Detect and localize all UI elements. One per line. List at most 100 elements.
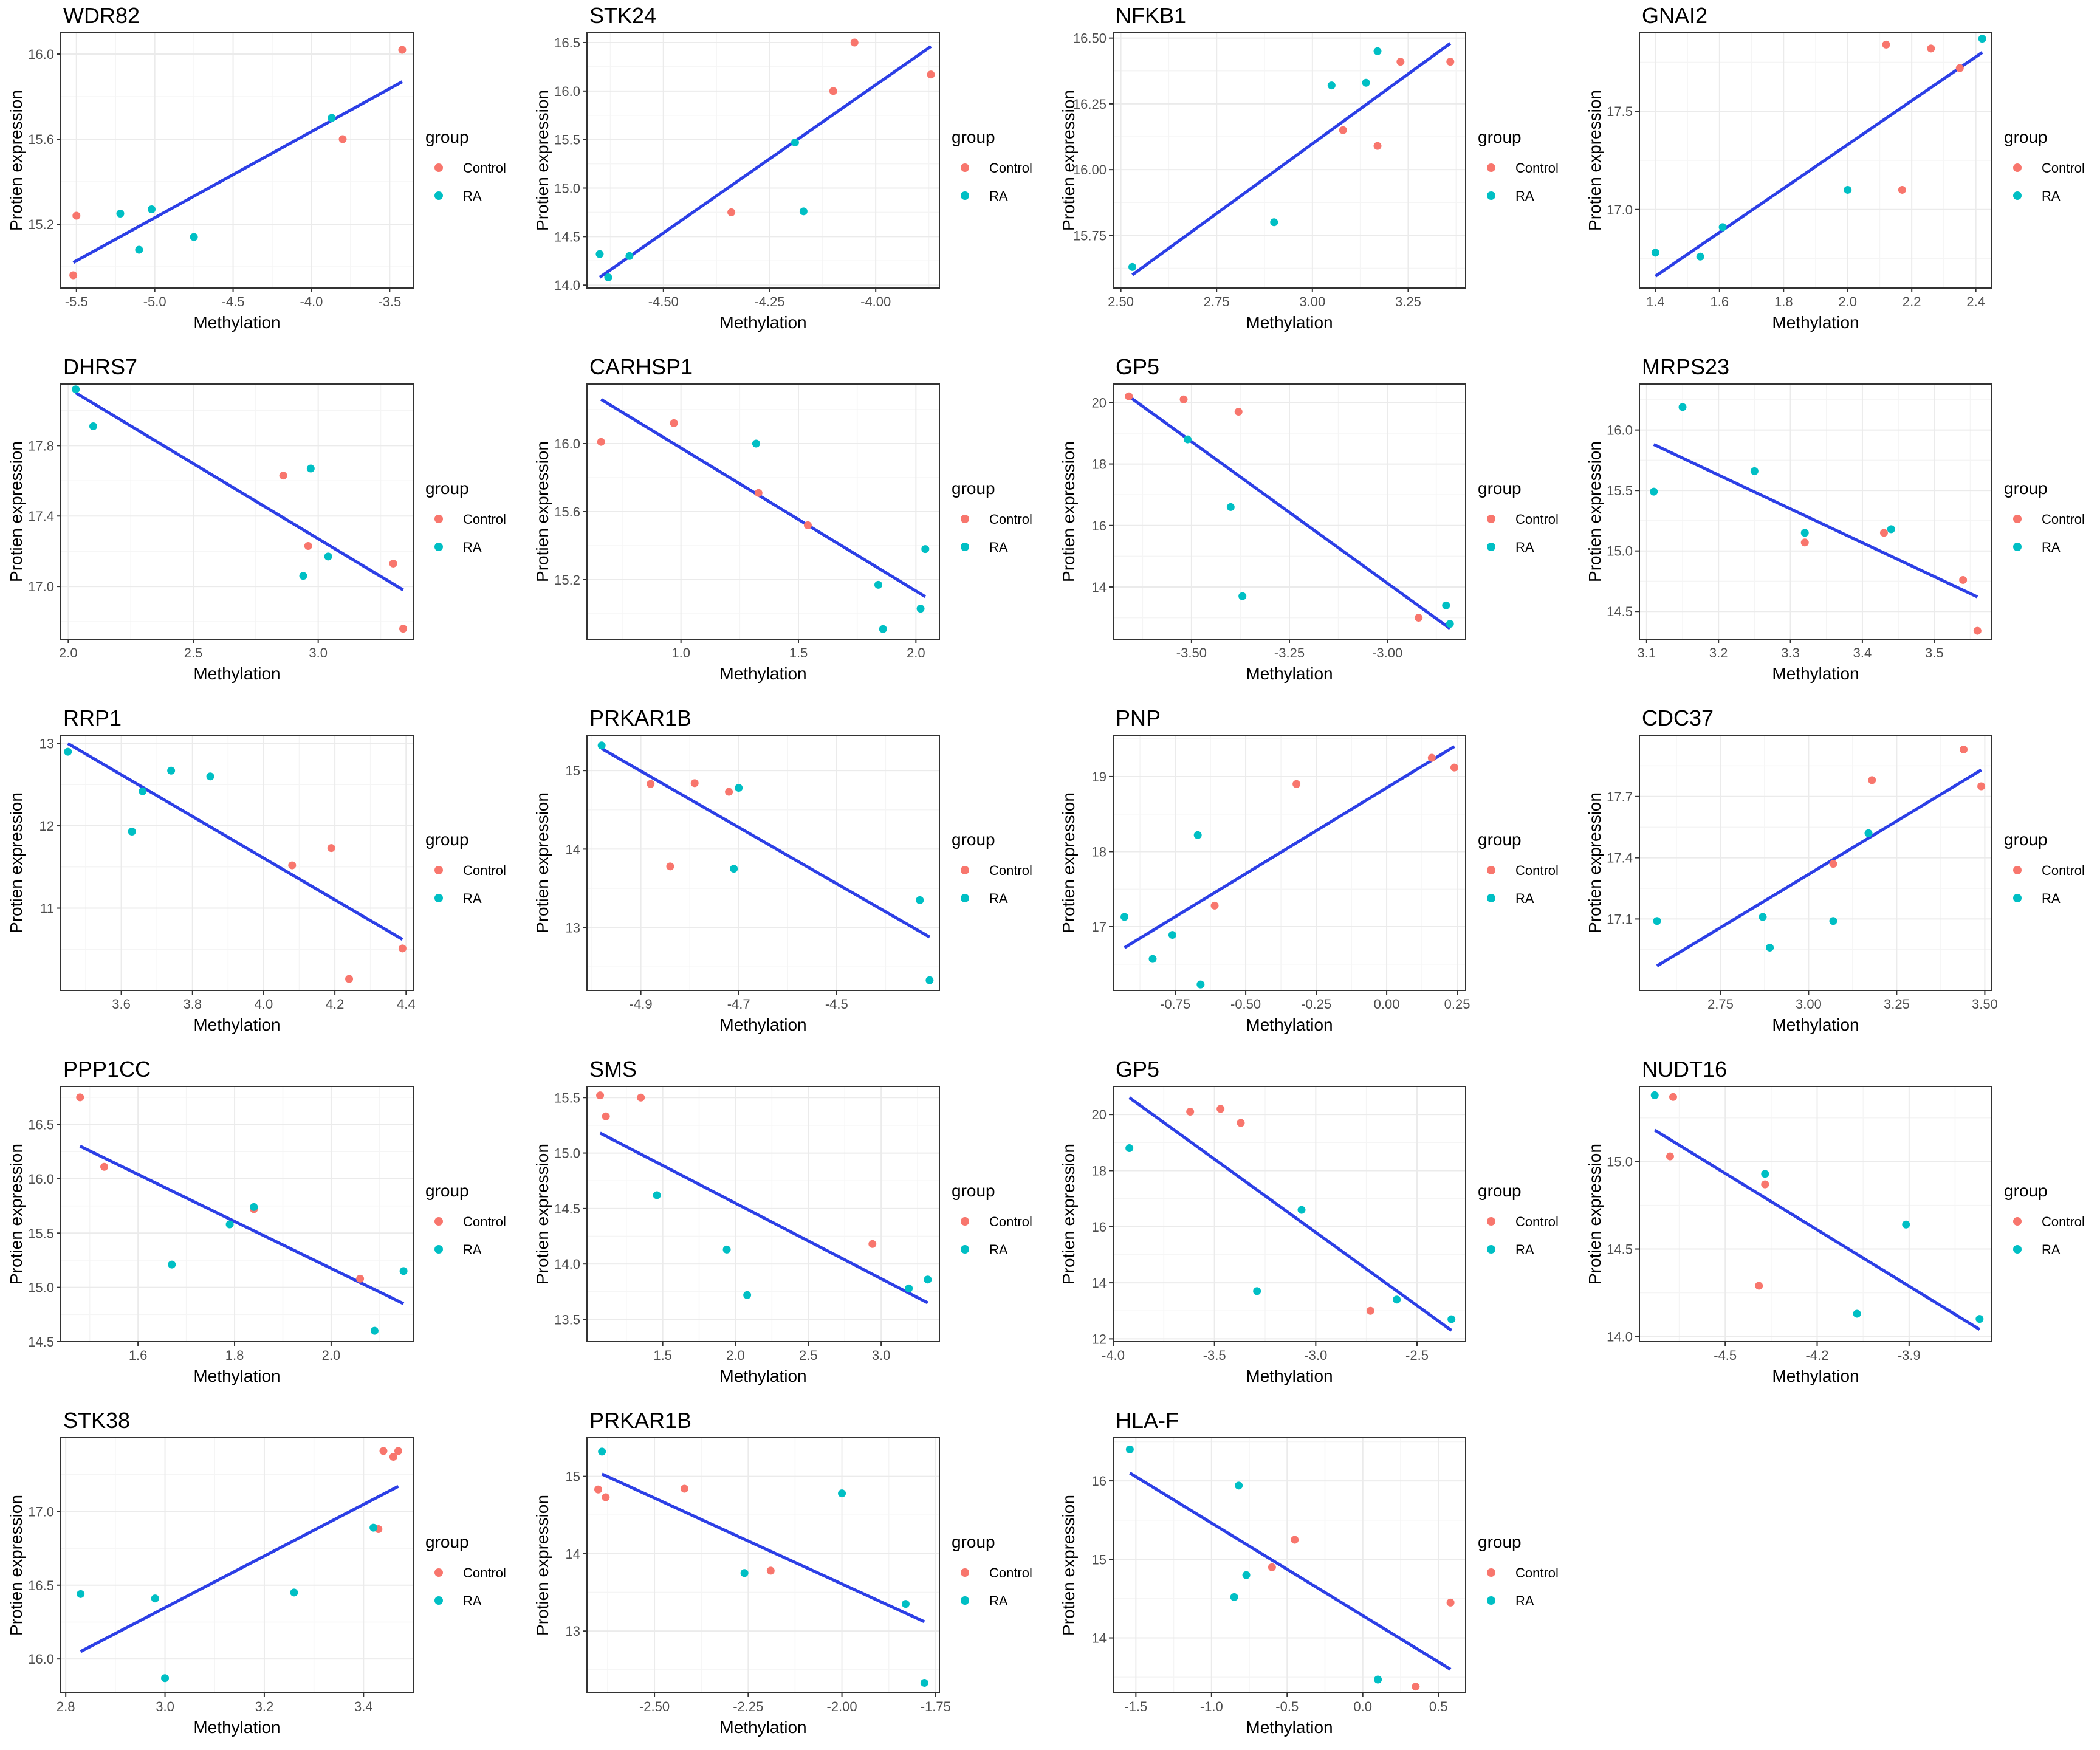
data-point-ra: [874, 580, 882, 589]
x-tick-label: -3.00: [1372, 645, 1402, 661]
x-axis-title: Methylation: [1246, 1015, 1333, 1034]
legend-key-control: [961, 1568, 969, 1577]
data-point-control: [1415, 614, 1423, 622]
y-axis-title: Protien expression: [1059, 441, 1078, 582]
legend-key-ra: [961, 1596, 969, 1605]
data-point-control: [338, 135, 347, 143]
regression-line: [1656, 768, 1982, 967]
panel-border: [586, 1437, 940, 1693]
legend-label-ra: RA: [989, 1242, 1008, 1257]
data-point-ra: [879, 625, 887, 633]
x-tick-label: 3.8: [183, 997, 202, 1012]
y-tick-label: 18: [1092, 844, 1107, 859]
x-tick-label: -4.25: [754, 294, 784, 309]
x-tick-label: 2.0: [322, 1348, 341, 1363]
legend-key-ra: [1487, 894, 1495, 902]
data-point-ra: [1829, 917, 1837, 925]
legend-key-ra: [961, 543, 969, 551]
data-point-ra: [740, 1569, 749, 1577]
plot-panel: [1113, 1438, 1466, 1693]
data-point-ra: [369, 1523, 378, 1532]
x-tick-label: -3.5: [1203, 1348, 1226, 1363]
x-tick-label: 1.5: [653, 1348, 672, 1363]
legend-key-control: [961, 515, 969, 523]
data-point-ra: [77, 1590, 85, 1598]
data-point-control: [597, 437, 605, 446]
gridlines: [61, 33, 413, 288]
gridlines: [1639, 33, 1992, 288]
data-point-control: [1955, 64, 1964, 72]
y-tick-label: 16.25: [1073, 97, 1107, 112]
data-point-ra: [735, 784, 743, 792]
y-axis-title: Protien expression: [1059, 1144, 1078, 1285]
legend-key-ra: [1487, 1596, 1495, 1605]
y-tick-label: 16.5: [28, 1578, 54, 1593]
data-point-ra: [1230, 1593, 1238, 1601]
legend-title: group: [425, 830, 469, 849]
panel-title: DHRS7: [63, 354, 137, 379]
data-point-ra: [1270, 218, 1278, 227]
y-tick-label: 15.5: [554, 1090, 580, 1105]
y-tick-label: 16: [1092, 1220, 1107, 1235]
x-tick-label: -1.0: [1200, 1699, 1223, 1714]
panel-border: [1113, 735, 1466, 991]
data-point-control: [398, 944, 407, 953]
panel-title: CDC37: [1642, 705, 1714, 730]
data-point-ra: [1844, 185, 1852, 194]
data-point-control: [1234, 408, 1243, 416]
x-tick-label: -4.2: [1806, 1348, 1829, 1363]
data-point-control: [76, 1093, 84, 1102]
legend-label-control: Control: [989, 1214, 1032, 1229]
data-point-ra: [924, 1275, 932, 1284]
x-tick-label: 3.00: [1299, 294, 1325, 309]
data-point-control: [766, 1566, 775, 1575]
data-point-ra: [161, 1674, 170, 1683]
scatter-panel-12: 2.75 3.00 3.25 3.50 17.1 17.4 17.7 CDC37 Methyla…: [1585, 705, 2085, 1034]
gridlines: [1113, 1438, 1466, 1693]
x-axis-title: Methylation: [1246, 1367, 1333, 1385]
legend-label-control: Control: [1515, 1214, 1559, 1229]
regression-line: [79, 1145, 405, 1305]
x-tick-label: -0.50: [1230, 997, 1261, 1012]
data-point-ra: [1653, 917, 1661, 925]
data-point-control: [1339, 126, 1347, 134]
legend-key-ra: [961, 894, 969, 902]
x-tick-label: 2.0: [1838, 294, 1857, 309]
data-point-control: [754, 489, 763, 497]
legend-title: group: [425, 1181, 469, 1200]
x-axis-title: Methylation: [193, 313, 280, 332]
data-point-control: [666, 862, 674, 871]
plot-panel: [1639, 1086, 1992, 1342]
y-tick-label: 16.00: [1073, 162, 1107, 177]
legend-key-ra: [434, 1596, 443, 1605]
data-point-control: [345, 975, 354, 983]
panel-title: PPP1CC: [63, 1057, 151, 1082]
y-tick-label: 15: [566, 1469, 580, 1484]
data-point-control: [1366, 1306, 1374, 1315]
scatter-panel-11: -0.75 -0.50 -0.25 0.00 0.25 17 18 19 PNP Methylat…: [1059, 705, 1559, 1034]
y-tick-label: 16.0: [554, 436, 580, 451]
data-point-ra: [1196, 980, 1205, 989]
panel-title: NUDT16: [1642, 1057, 1727, 1082]
data-point-ra: [925, 976, 934, 984]
legend-label-control: Control: [989, 863, 1032, 878]
x-tick-label: 2.0: [907, 645, 925, 661]
y-axis-title: Protien expression: [7, 1144, 26, 1285]
x-tick-label: 3.25: [1884, 997, 1910, 1012]
legend: group Control RA: [425, 830, 506, 906]
legend: group Control RA: [425, 479, 506, 555]
data-point-ra: [1362, 78, 1370, 87]
data-point-ra: [597, 741, 606, 750]
legend-title: group: [2004, 830, 2048, 849]
y-tick-label: 14: [566, 1546, 580, 1562]
y-tick-label: 12: [1092, 1331, 1107, 1347]
y-axis-title: Protien expression: [1585, 792, 1604, 933]
y-axis-title: Protien expression: [1585, 90, 1604, 231]
y-tick-label: 17.4: [28, 509, 54, 524]
data-point-control: [398, 46, 407, 54]
data-point-control: [288, 861, 297, 870]
panel-border: [1639, 1086, 1992, 1342]
legend-title: group: [1478, 830, 1522, 849]
y-tick-label: 14: [566, 842, 580, 857]
y-tick-label: 18: [1092, 1163, 1107, 1178]
